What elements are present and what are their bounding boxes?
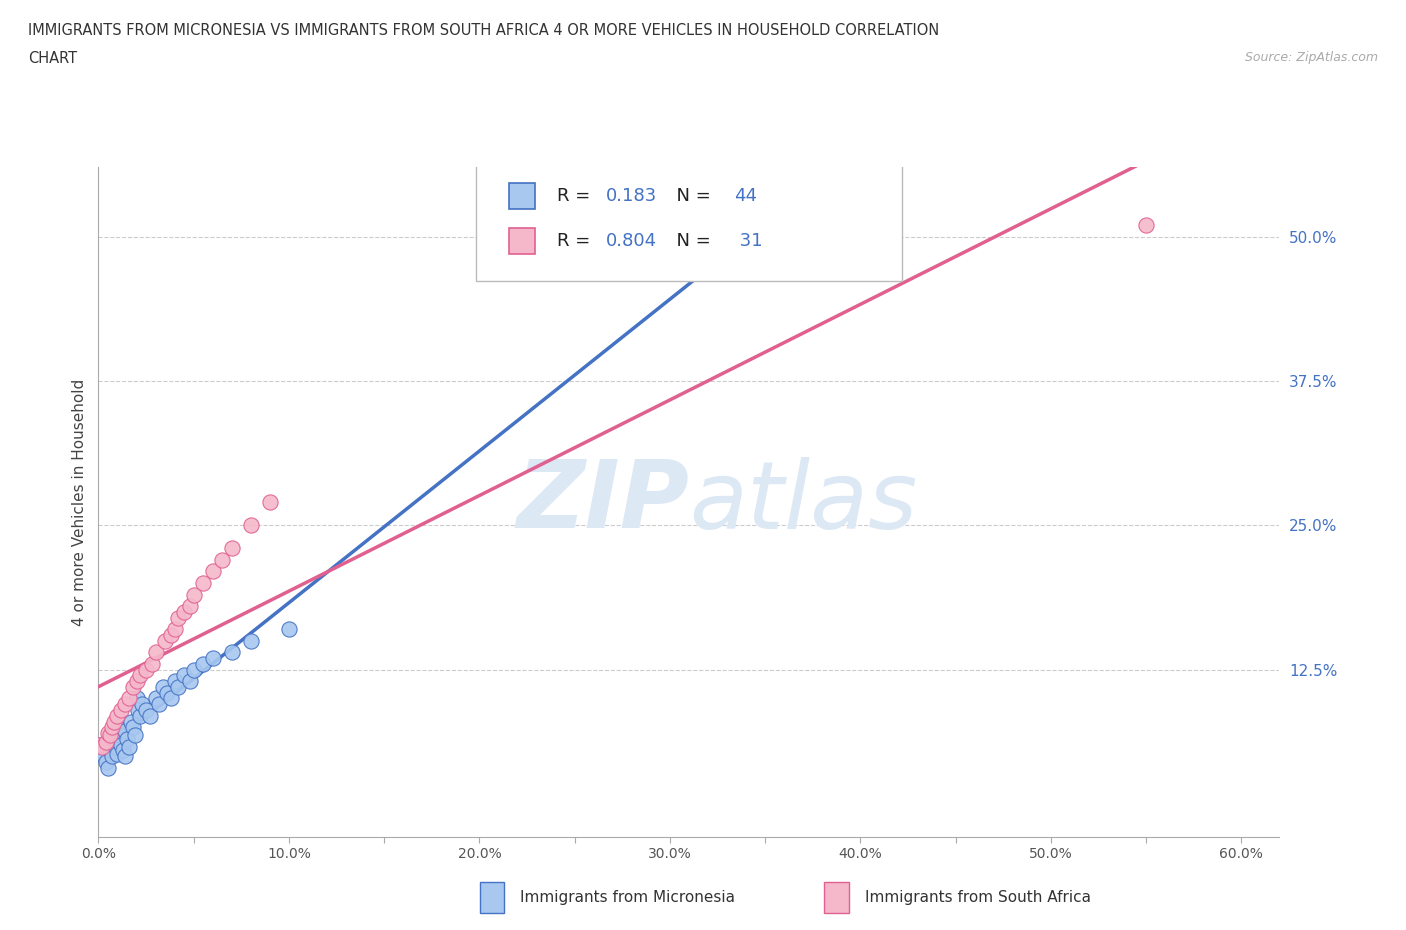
Point: [120, 714, 142, 729]
Point: [97, 725, 120, 740]
Point: [91, 739, 114, 754]
Point: [152, 680, 174, 695]
Point: [163, 622, 186, 637]
Point: [100, 725, 122, 740]
Point: [97, 761, 120, 776]
Point: [148, 697, 170, 711]
Point: [201, 564, 224, 578]
Point: [179, 673, 201, 688]
Point: [159, 691, 181, 706]
Text: 0.804: 0.804: [606, 232, 658, 250]
FancyBboxPatch shape: [477, 164, 901, 281]
Point: [173, 604, 195, 619]
Point: [193, 576, 215, 591]
Point: [173, 668, 195, 683]
Point: [115, 731, 138, 746]
Point: [110, 737, 132, 752]
Text: R =: R =: [557, 187, 596, 206]
Point: [183, 587, 205, 602]
Point: [103, 731, 125, 746]
Text: N =: N =: [665, 232, 717, 250]
Point: [93, 749, 115, 764]
Point: [193, 657, 215, 671]
Point: [156, 685, 179, 700]
Point: [97, 737, 120, 752]
Y-axis label: 4 or more Vehicles in Household: 4 or more Vehicles in Household: [72, 379, 87, 626]
Point: [87, 737, 110, 752]
Text: Immigrants from Micronesia: Immigrants from Micronesia: [520, 890, 735, 905]
Point: [135, 662, 157, 677]
Point: [94, 754, 117, 769]
Point: [98, 743, 121, 758]
Point: [125, 691, 148, 706]
Point: [259, 495, 281, 510]
Point: [114, 749, 136, 764]
Point: [145, 691, 167, 706]
Point: [277, 622, 299, 637]
Point: [135, 702, 157, 717]
Text: N =: N =: [665, 187, 717, 206]
Point: [239, 518, 262, 533]
Text: Source: ZipAtlas.com: Source: ZipAtlas.com: [1244, 51, 1378, 64]
Point: [100, 720, 122, 735]
Point: [131, 697, 153, 711]
Point: [110, 702, 132, 717]
Point: [112, 743, 135, 758]
Point: [201, 651, 224, 666]
Point: [118, 739, 141, 754]
Point: [103, 714, 125, 729]
Point: [100, 749, 122, 764]
Point: [124, 728, 146, 743]
Point: [104, 739, 127, 754]
Point: [114, 697, 136, 711]
Point: [239, 633, 262, 648]
Point: [167, 680, 190, 695]
Point: [221, 644, 243, 659]
Point: [107, 709, 129, 724]
Point: [114, 724, 136, 738]
Point: [121, 680, 143, 695]
Point: [211, 552, 233, 567]
Point: [91, 743, 114, 758]
Point: [1135, 218, 1157, 232]
Point: [179, 599, 201, 614]
Point: [107, 720, 129, 735]
Point: [129, 709, 152, 724]
Point: [183, 662, 205, 677]
Point: [108, 728, 131, 743]
Point: [125, 673, 148, 688]
Text: R =: R =: [557, 232, 596, 250]
Bar: [509, 183, 536, 209]
Text: CHART: CHART: [28, 51, 77, 66]
Point: [127, 702, 149, 717]
Text: atlas: atlas: [689, 457, 917, 548]
Point: [87, 737, 110, 752]
Text: Immigrants from South Africa: Immigrants from South Africa: [865, 890, 1091, 905]
Point: [98, 728, 121, 743]
Bar: [509, 229, 536, 254]
Point: [107, 747, 129, 762]
Point: [139, 709, 162, 724]
Point: [221, 541, 243, 556]
Point: [153, 633, 176, 648]
Point: [129, 668, 152, 683]
Text: ZIP: ZIP: [516, 457, 689, 548]
Text: 0.183: 0.183: [606, 187, 658, 206]
Point: [121, 720, 143, 735]
Point: [141, 657, 163, 671]
Text: 31: 31: [734, 232, 762, 250]
Text: 44: 44: [734, 187, 756, 206]
Point: [118, 691, 141, 706]
Point: [145, 644, 167, 659]
Point: [163, 673, 186, 688]
Point: [94, 735, 117, 750]
Text: IMMIGRANTS FROM MICRONESIA VS IMMIGRANTS FROM SOUTH AFRICA 4 OR MORE VEHICLES IN: IMMIGRANTS FROM MICRONESIA VS IMMIGRANTS…: [28, 23, 939, 38]
Point: [167, 610, 190, 625]
Point: [159, 628, 181, 643]
